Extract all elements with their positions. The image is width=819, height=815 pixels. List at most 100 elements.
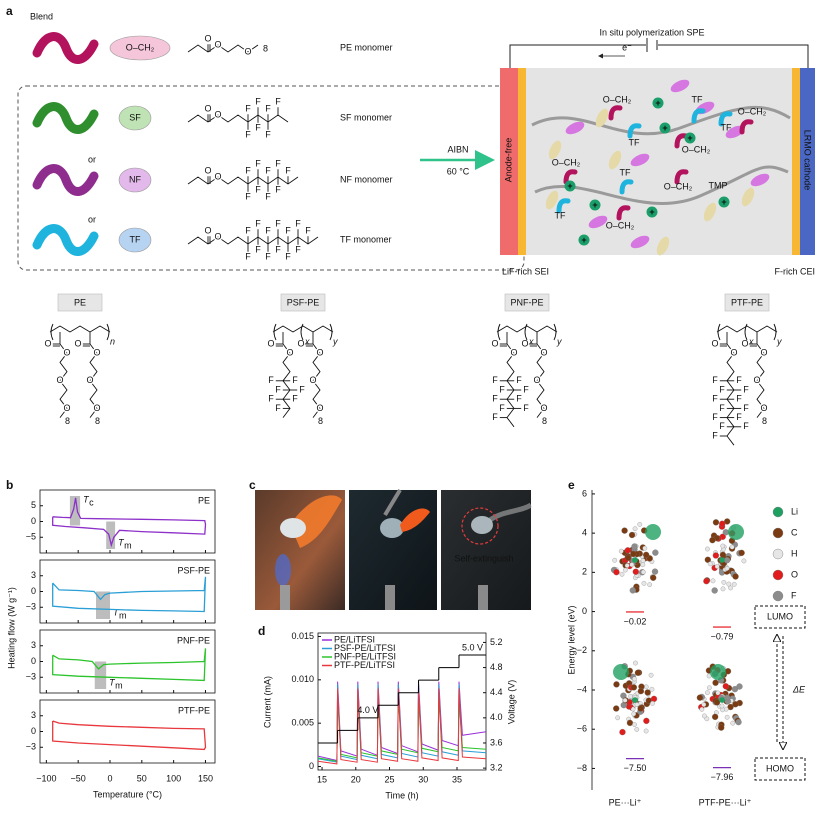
y-tick-label: 0 <box>582 606 587 616</box>
atom: F <box>275 96 281 106</box>
sei-layer <box>518 68 526 255</box>
atom-sphere <box>631 711 637 717</box>
bond-chain <box>756 343 765 418</box>
atom: O <box>711 338 718 348</box>
atom-sphere <box>730 720 736 726</box>
atom-sphere <box>640 562 646 568</box>
atom-sphere <box>626 719 634 727</box>
sample <box>471 516 493 534</box>
repeat-subscript: y <box>332 336 338 346</box>
atom: O <box>267 338 274 348</box>
repeat-bracket <box>300 323 304 341</box>
transition-band <box>106 521 116 549</box>
y-tick-label: −6 <box>577 724 587 734</box>
atom: F <box>712 430 718 440</box>
atom: F <box>492 394 498 404</box>
atom-sphere <box>719 551 727 559</box>
atom: F <box>245 191 251 201</box>
atom: F <box>712 375 718 385</box>
polymer-strand <box>32 102 99 134</box>
y-tick-label: 2 <box>582 567 587 577</box>
side-chain-hook <box>563 169 578 185</box>
backbone-bond <box>496 325 558 333</box>
ion-charge: + <box>655 98 660 108</box>
subplot-name: PSF-PE <box>177 565 210 575</box>
atom-sphere <box>640 569 646 575</box>
atom: F <box>255 184 261 194</box>
atom-sphere <box>723 557 731 564</box>
atom: F <box>255 122 261 132</box>
atom-sphere <box>623 567 628 573</box>
bond-chain <box>59 343 68 418</box>
igniter <box>478 585 488 610</box>
orbital-lobe <box>645 524 661 540</box>
atom: O <box>316 403 323 413</box>
atom-sphere <box>624 563 630 568</box>
atom-sphere <box>615 715 620 721</box>
repeat-bracket <box>106 323 110 341</box>
atom: F <box>292 375 298 385</box>
y-tick-label: 0 <box>31 726 36 736</box>
atom: F <box>499 384 505 394</box>
homo-value: −7.50 <box>624 763 647 773</box>
y-tick-label: 3 <box>31 710 36 720</box>
atom: F <box>719 403 725 413</box>
subscript: 8 <box>318 416 323 426</box>
atom-sphere <box>630 684 638 691</box>
species-label: O–CH₂ <box>664 181 693 191</box>
x-tick-label: −50 <box>71 773 86 783</box>
species-label: TF <box>629 137 640 147</box>
current-line <box>317 688 487 765</box>
atom: F <box>295 244 301 254</box>
atom: O <box>760 403 767 413</box>
atom-sphere <box>650 574 657 581</box>
monomer-name: PE monomer <box>340 42 393 52</box>
atom-sphere <box>643 684 649 690</box>
monomer-name: TF monomer <box>340 234 392 244</box>
gap-label: ΔE <box>792 684 806 694</box>
atom: F <box>295 218 301 228</box>
tmp-molecule <box>608 150 622 170</box>
lithium-ion <box>659 122 671 134</box>
bead-label: NF <box>129 174 141 184</box>
atom: O <box>93 348 100 358</box>
anode <box>500 68 518 255</box>
atom: F <box>268 375 274 385</box>
side-chain-hook <box>556 198 571 214</box>
polymer-strand <box>32 164 99 196</box>
atom: F <box>292 394 298 404</box>
y-tick-label: −3 <box>26 672 36 682</box>
atom: F <box>743 384 749 394</box>
atom-sphere <box>719 520 726 527</box>
legend-label: PNF-PE/LiTFSI <box>334 651 396 661</box>
atom-sphere <box>651 568 659 575</box>
transition-subscript: c <box>89 497 94 507</box>
atom-sphere <box>630 550 637 558</box>
atom-sphere <box>634 702 640 707</box>
atom: O <box>74 338 81 348</box>
atom: O <box>204 103 211 113</box>
atom-sphere <box>735 718 742 726</box>
highlight-circle <box>461 507 499 545</box>
ion-charge: + <box>721 197 726 207</box>
atom: F <box>255 158 261 168</box>
atom: F <box>285 165 291 175</box>
bond-chain <box>536 343 545 418</box>
or-label: or <box>88 154 96 164</box>
atom: F <box>523 384 529 394</box>
panel-label: e <box>568 478 575 492</box>
atom: F <box>516 394 522 404</box>
atom-sphere <box>624 554 632 561</box>
panel-label: b <box>6 478 13 492</box>
atom: O <box>297 338 304 348</box>
repeat-bracket <box>553 323 557 341</box>
atom-sphere <box>641 580 647 586</box>
bond-chain <box>187 236 319 245</box>
atom: F <box>245 103 251 113</box>
y2-tick-label: 5.2 <box>490 637 503 647</box>
y-tick-label: −3 <box>26 602 36 612</box>
y-tick-label: 0.010 <box>291 674 314 684</box>
transition-subscript: m <box>119 610 127 620</box>
polymer-name-box <box>280 293 326 312</box>
atom-sphere <box>642 545 648 551</box>
